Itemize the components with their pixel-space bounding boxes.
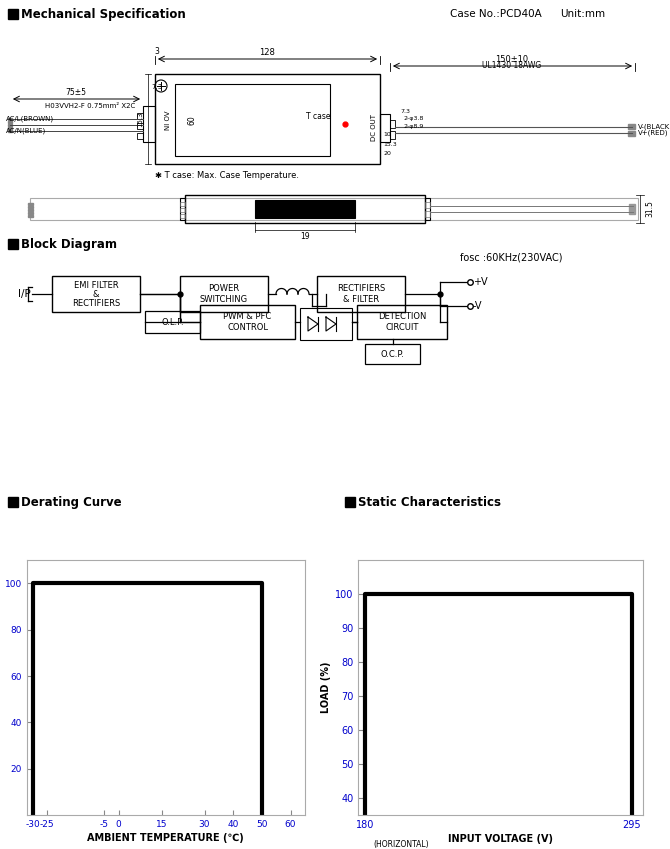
Text: EMI FILTER: EMI FILTER — [74, 280, 119, 290]
Text: POWER: POWER — [208, 284, 240, 293]
Text: 7.3: 7.3 — [400, 109, 410, 114]
Bar — [175, 84, 330, 156]
Text: NI OV: NI OV — [165, 110, 171, 130]
Text: DETECTION: DETECTION — [378, 312, 426, 321]
Text: 150±10: 150±10 — [495, 55, 529, 64]
Bar — [390, 131, 395, 139]
Bar — [357, 305, 447, 339]
Text: H03VVH2-F 0.75mm² X2C: H03VVH2-F 0.75mm² X2C — [45, 103, 135, 109]
Text: PWM & PFC: PWM & PFC — [223, 312, 271, 321]
Text: fosc :60KHz(230VAC): fosc :60KHz(230VAC) — [460, 252, 563, 262]
Bar — [180, 198, 185, 220]
Text: UL1430 18AWG: UL1430 18AWG — [482, 61, 541, 70]
Bar — [180, 276, 268, 312]
Text: 15.3: 15.3 — [137, 111, 143, 127]
Text: Unit:mm: Unit:mm — [560, 9, 605, 19]
Text: 2-φ8.9: 2-φ8.9 — [403, 123, 423, 128]
Bar — [390, 120, 395, 128]
Bar — [28, 209, 33, 211]
Text: (HORIZONTAL): (HORIZONTAL) — [374, 840, 429, 849]
Text: O.L.P.: O.L.P. — [161, 318, 184, 327]
Text: Static Characteristics: Static Characteristics — [358, 496, 501, 509]
Text: Case No.:PCD40A: Case No.:PCD40A — [450, 9, 542, 19]
Text: &: & — [92, 290, 99, 299]
Bar — [28, 206, 33, 208]
Bar — [628, 131, 635, 136]
Bar — [145, 311, 200, 333]
Bar — [180, 202, 185, 206]
Text: -V: -V — [473, 301, 482, 311]
Bar — [345, 497, 355, 507]
X-axis label: AMBIENT TEMPERATURE (℃): AMBIENT TEMPERATURE (℃) — [88, 833, 244, 843]
Text: 3: 3 — [155, 47, 159, 56]
Text: AC/L(BROWN): AC/L(BROWN) — [6, 115, 54, 122]
Text: CIRCUIT: CIRCUIT — [385, 323, 419, 331]
Bar — [137, 133, 143, 139]
Text: SWITCHING: SWITCHING — [200, 295, 248, 303]
Bar — [8, 9, 18, 19]
Bar — [8, 127, 12, 129]
Bar — [8, 239, 18, 249]
Bar — [8, 124, 12, 126]
Text: DC OUT: DC OUT — [371, 114, 377, 140]
Bar — [300, 308, 352, 340]
Text: ✱ T case: Max. Case Temperature.: ✱ T case: Max. Case Temperature. — [155, 171, 299, 180]
Text: V-(BLACK): V-(BLACK) — [638, 124, 670, 130]
Text: RECTIFIERS: RECTIFIERS — [72, 299, 120, 307]
Text: 60: 60 — [188, 115, 196, 125]
Bar — [8, 130, 12, 132]
Bar — [30, 198, 638, 220]
Text: AC/N(BLUE): AC/N(BLUE) — [6, 127, 46, 134]
Text: 10: 10 — [383, 132, 391, 137]
Text: & FILTER: & FILTER — [343, 295, 379, 303]
Text: Mechanical Specification: Mechanical Specification — [21, 8, 186, 20]
Bar — [317, 276, 405, 312]
Bar — [137, 123, 143, 129]
Text: +V: +V — [473, 277, 488, 287]
Text: CONTROL: CONTROL — [227, 323, 268, 331]
Bar — [180, 214, 185, 218]
Text: 31.5: 31.5 — [645, 200, 654, 217]
Text: 19: 19 — [300, 232, 310, 241]
Bar — [425, 198, 430, 220]
Bar — [137, 113, 143, 119]
Text: V+(RED): V+(RED) — [638, 130, 669, 136]
Bar — [8, 497, 18, 507]
Bar — [28, 212, 33, 214]
Bar — [425, 202, 430, 208]
Text: I/P: I/P — [18, 289, 31, 299]
Text: Derating Curve: Derating Curve — [21, 496, 122, 509]
Text: 7.3: 7.3 — [151, 84, 162, 90]
Bar — [380, 114, 390, 142]
Text: 128: 128 — [259, 48, 275, 57]
Bar — [365, 344, 420, 364]
Bar — [143, 106, 155, 142]
Bar — [28, 203, 33, 205]
Text: T case: T case — [306, 112, 330, 121]
Bar — [629, 204, 635, 214]
Text: 2-φ3.8: 2-φ3.8 — [403, 115, 423, 121]
Text: O.C.P.: O.C.P. — [381, 350, 405, 358]
Bar — [28, 215, 33, 217]
Bar — [255, 200, 355, 218]
Text: 15.3: 15.3 — [383, 142, 397, 147]
Bar — [200, 305, 295, 339]
Text: Block Diagram: Block Diagram — [21, 238, 117, 250]
Bar — [52, 276, 140, 312]
X-axis label: INPUT VOLTAGE (V): INPUT VOLTAGE (V) — [448, 834, 553, 844]
Bar — [8, 118, 12, 120]
Bar — [425, 211, 430, 217]
Bar — [8, 121, 12, 123]
Bar — [180, 208, 185, 212]
Text: 75±5: 75±5 — [66, 88, 86, 97]
Bar — [155, 74, 380, 164]
Text: 20: 20 — [383, 150, 391, 155]
Bar — [628, 124, 635, 129]
Text: RECTIFIERS: RECTIFIERS — [337, 284, 385, 293]
Y-axis label: LOAD (%): LOAD (%) — [321, 662, 331, 713]
Bar — [185, 195, 425, 223]
